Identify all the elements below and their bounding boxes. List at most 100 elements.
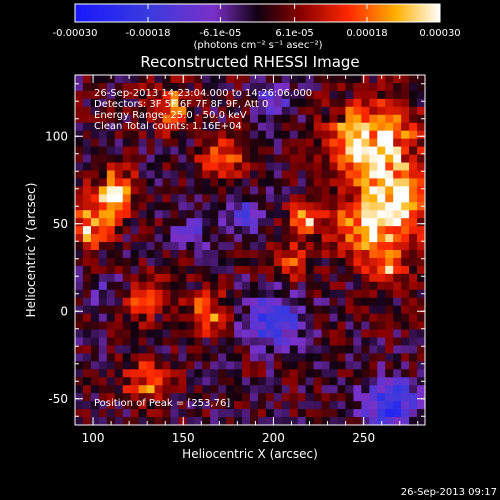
heatmap-cell [90, 250, 100, 259]
heatmap-cell [162, 138, 171, 147]
heatmap-cell [289, 337, 299, 346]
heatmap-cell [122, 257, 132, 267]
heatmap-cell [130, 202, 140, 211]
heatmap-cell [305, 242, 315, 251]
heatmap-cell [202, 75, 211, 84]
heatmap-cell [250, 234, 259, 243]
heatmap-cell [154, 417, 163, 425]
heatmap-cell [297, 162, 307, 171]
heatmap-cell [393, 146, 402, 155]
heatmap-cell [353, 337, 362, 346]
heatmap-cell [353, 178, 362, 187]
heatmap-cell [305, 75, 315, 84]
heatmap-cell [273, 146, 283, 155]
heatmap-cell [401, 90, 410, 100]
heatmap-cell [321, 82, 330, 92]
heatmap-cell [321, 218, 330, 227]
heatmap-cell [178, 401, 187, 410]
heatmap-cell [210, 329, 219, 338]
heatmap-cell [194, 337, 203, 346]
heatmap-cell [281, 361, 291, 370]
heatmap-cell [122, 122, 132, 132]
heatmap-cell [361, 313, 370, 322]
heatmap-cell [417, 417, 425, 425]
heatmap-cell [146, 297, 155, 307]
heatmap-cell [122, 75, 132, 84]
heatmap-cell [409, 202, 418, 211]
heatmap-cell [297, 353, 307, 362]
heatmap-cell [218, 329, 227, 338]
heatmap-cell [409, 226, 418, 235]
heatmap-cell [361, 186, 370, 195]
heatmap-cell [75, 138, 84, 147]
heatmap-cell [170, 289, 179, 299]
heatmap-cell [289, 226, 299, 235]
heatmap-cell [281, 202, 291, 211]
heatmap-cell [401, 234, 410, 243]
heatmap-cell [393, 122, 402, 132]
heatmap-cell [297, 75, 307, 84]
heatmap-cell [281, 281, 291, 291]
heatmap-cell [146, 361, 155, 370]
heatmap-cell [417, 178, 425, 187]
heatmap-cell [162, 146, 171, 155]
heatmap-cell [98, 353, 108, 362]
heatmap-cell [401, 98, 410, 108]
heatmap-cell [82, 106, 92, 116]
heatmap-cell [210, 75, 219, 84]
heatmap-cell [393, 154, 402, 163]
heatmap-cell [313, 186, 322, 195]
heatmap-cell [106, 385, 116, 394]
heatmap-cell [385, 146, 394, 155]
heatmap-cell [417, 265, 425, 275]
heatmap-cell [186, 361, 195, 370]
heatmap-cell [210, 242, 219, 251]
heatmap-cell [178, 393, 187, 402]
heatmap-cell [289, 186, 299, 195]
heatmap-cell [178, 265, 187, 275]
heatmap-cell [369, 289, 378, 299]
heatmap-cell [393, 393, 402, 402]
heatmap-cell [313, 369, 322, 378]
heatmap-cell [130, 377, 140, 386]
heatmap-cell [369, 257, 378, 267]
heatmap-cell [297, 345, 307, 354]
heatmap-cell [257, 106, 267, 116]
heatmap-cell [90, 321, 100, 330]
heatmap-cell [257, 337, 267, 346]
heatmap-cell [98, 234, 108, 243]
heatmap-cell [313, 154, 322, 163]
heatmap-cell [242, 186, 251, 195]
heatmap-cell [369, 130, 378, 140]
heatmap-cell [329, 369, 338, 378]
heatmap-cell [385, 401, 394, 410]
heatmap-cell [226, 353, 235, 362]
heatmap-cell [170, 106, 179, 116]
heatmap-cell [289, 106, 299, 116]
heatmap-cell [265, 305, 275, 315]
heatmap-cell [393, 273, 402, 283]
heatmap-cell [146, 138, 155, 147]
heatmap-cell [417, 361, 425, 370]
heatmap-cell [154, 90, 163, 100]
heatmap-cell [170, 146, 179, 155]
heatmap-cell [210, 162, 219, 171]
heatmap-cell [75, 98, 84, 108]
heatmap-cell [353, 385, 362, 394]
heatmap-cell [114, 75, 124, 84]
heatmap-cell [75, 321, 84, 330]
heatmap-cell [305, 393, 315, 402]
heatmap-cell [305, 257, 315, 267]
heatmap-cell [305, 265, 315, 275]
heatmap-cell [242, 353, 251, 362]
heatmap-cell [226, 162, 235, 171]
heatmap-cell [265, 194, 275, 203]
heatmap-cell [361, 90, 370, 100]
heatmap-cell [210, 337, 219, 346]
heatmap-cell [162, 194, 171, 203]
heatmap-cell [401, 178, 410, 187]
heatmap-cell [162, 313, 171, 322]
heatmap-cell [210, 401, 219, 410]
heatmap-cell [138, 281, 147, 291]
heatmap-cell [194, 329, 203, 338]
